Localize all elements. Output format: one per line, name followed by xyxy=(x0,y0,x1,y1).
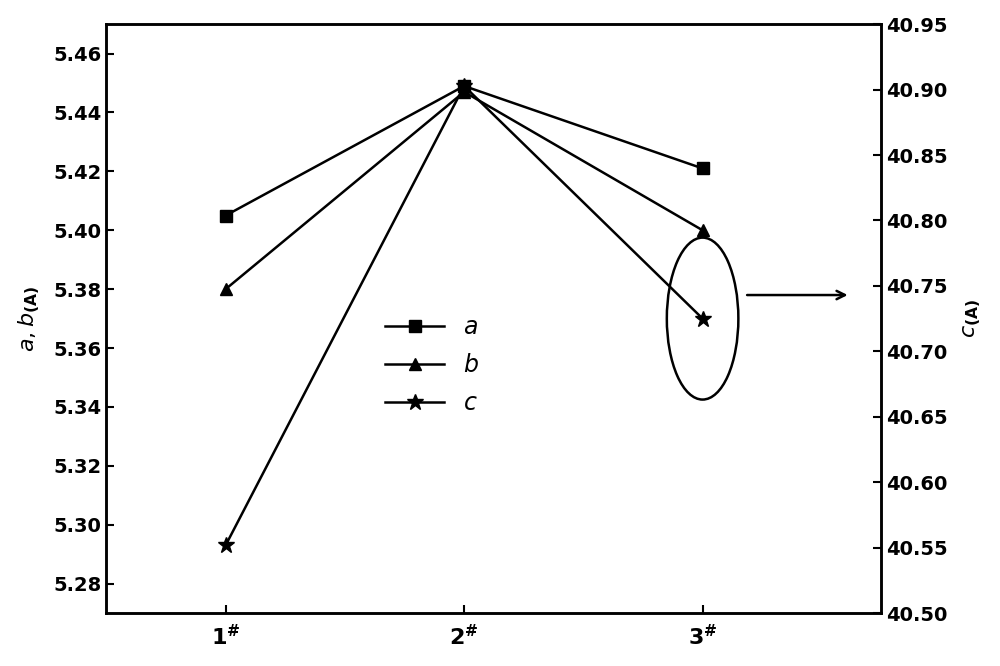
Y-axis label: $\mathbf{\mathit{c}}$$\mathbf{_{(A)}}$: $\mathbf{\mathit{c}}$$\mathbf{_{(A)}}$ xyxy=(962,299,983,338)
$\mathbf{\mathit{b}}$ xyxy=(220,285,232,293)
$\mathbf{\mathit{a}}$ xyxy=(697,165,709,172)
$\mathbf{\mathit{c}}$ xyxy=(220,541,232,549)
$\mathbf{\mathit{a}}$ xyxy=(220,212,232,220)
Line: $\mathbf{\mathit{b}}$: $\mathbf{\mathit{b}}$ xyxy=(220,87,708,295)
Line: $\mathbf{\mathit{c}}$: $\mathbf{\mathit{c}}$ xyxy=(217,78,711,553)
$\mathbf{\mathit{c}}$ xyxy=(458,82,470,90)
$\mathbf{\mathit{b}}$ xyxy=(697,226,709,234)
Legend: $\mathbf{\mathit{a}}$, $\mathbf{\mathit{b}}$, $\mathbf{\mathit{c}}$: $\mathbf{\mathit{a}}$, $\mathbf{\mathit{… xyxy=(376,305,488,424)
$\mathbf{\mathit{b}}$ xyxy=(458,88,470,96)
$\mathbf{\mathit{a}}$ xyxy=(458,82,470,90)
$\mathbf{\mathit{c}}$ xyxy=(697,314,709,322)
Y-axis label: $\mathbf{\mathit{a,b}}$$\mathbf{_{(A)}}$: $\mathbf{\mathit{a,b}}$$\mathbf{_{(A)}}$ xyxy=(17,286,42,352)
Line: $\mathbf{\mathit{a}}$: $\mathbf{\mathit{a}}$ xyxy=(220,81,708,221)
